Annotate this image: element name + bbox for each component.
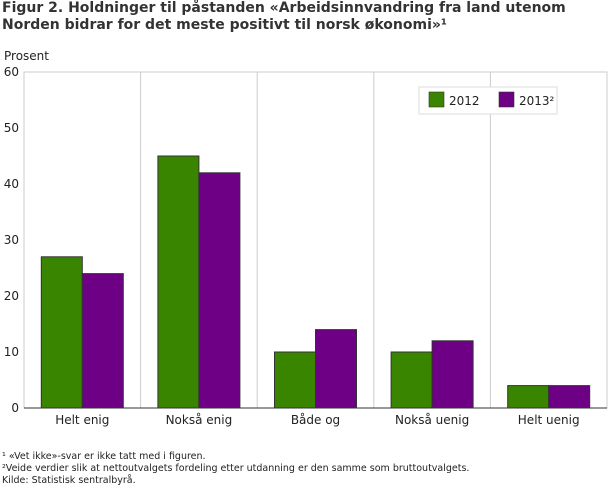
y-tick-label: 10 bbox=[4, 345, 19, 359]
bar-2012-1 bbox=[157, 155, 200, 409]
bar-2013-1 bbox=[198, 172, 241, 409]
y-tick-label: 0 bbox=[11, 401, 19, 415]
bar-2012-0 bbox=[40, 256, 83, 409]
bar-2012-3 bbox=[390, 351, 433, 409]
x-tick-label: Helt uenig bbox=[518, 413, 580, 427]
bar-2013-2 bbox=[315, 329, 357, 409]
x-tick-label: Nokså uenig bbox=[395, 413, 469, 427]
bar-2013-3 bbox=[431, 340, 474, 409]
y-tick-label: 20 bbox=[4, 289, 19, 303]
x-tick-label: Helt enig bbox=[55, 413, 109, 427]
y-axis-label: Prosent bbox=[4, 49, 49, 63]
legend: 2012 2013² bbox=[418, 86, 558, 115]
x-tick-label: Nokså enig bbox=[166, 413, 233, 427]
chart-title: Figur 2. Holdninger til påstanden «Arbei… bbox=[2, 0, 566, 33]
source-note: Kilde: Statistisk sentralbyrå. bbox=[2, 475, 136, 486]
x-tick-label: Både og bbox=[291, 413, 340, 427]
legend-label: 2013² bbox=[519, 94, 555, 108]
bar-2012-4 bbox=[507, 385, 550, 409]
y-tick-label: 30 bbox=[4, 233, 19, 247]
bar-2013-0 bbox=[81, 273, 124, 409]
bar-2012-2 bbox=[274, 351, 316, 409]
legend-label: 2012 bbox=[449, 94, 480, 108]
footnote-2: ²Veide verdier slik at nettoutvalgets fo… bbox=[2, 463, 470, 474]
footnotes: ¹ «Vet ikke»-svar er ikke tatt med i fig… bbox=[2, 451, 469, 487]
legend-swatch bbox=[498, 91, 515, 108]
bar-2013-4 bbox=[548, 385, 591, 409]
y-tick-label: 50 bbox=[4, 121, 19, 135]
y-tick-label: 60 bbox=[4, 65, 19, 79]
footnote-1: ¹ «Vet ikke»-svar er ikke tatt med i fig… bbox=[2, 451, 206, 462]
y-tick-label: 40 bbox=[4, 177, 19, 191]
legend-swatch bbox=[428, 91, 445, 108]
